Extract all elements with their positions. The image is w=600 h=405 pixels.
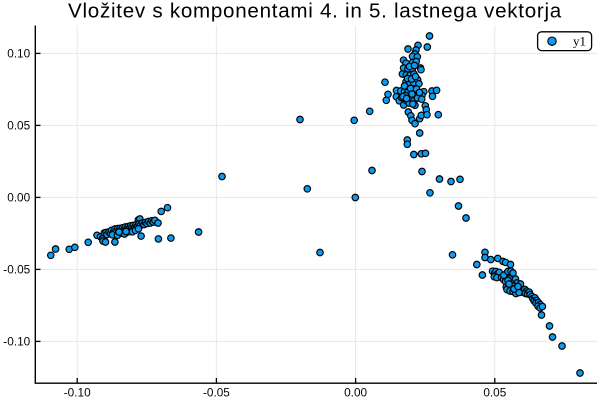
svg-text:0.05: 0.05 bbox=[7, 119, 30, 133]
svg-text:0.00: 0.00 bbox=[344, 386, 367, 400]
svg-text:0.05: 0.05 bbox=[483, 386, 506, 400]
svg-text:-0.05: -0.05 bbox=[203, 386, 230, 400]
svg-text:Vložitev s komponentami 4. in: Vložitev s komponentami 4. in 5. lastneg… bbox=[68, 0, 562, 22]
svg-text:-0.05: -0.05 bbox=[3, 263, 30, 277]
svg-text:y1: y1 bbox=[573, 33, 586, 48]
svg-text:0.00: 0.00 bbox=[7, 191, 30, 205]
svg-text:-0.10: -0.10 bbox=[64, 386, 91, 400]
svg-text:-0.10: -0.10 bbox=[3, 335, 30, 349]
svg-text:0.10: 0.10 bbox=[7, 47, 30, 61]
